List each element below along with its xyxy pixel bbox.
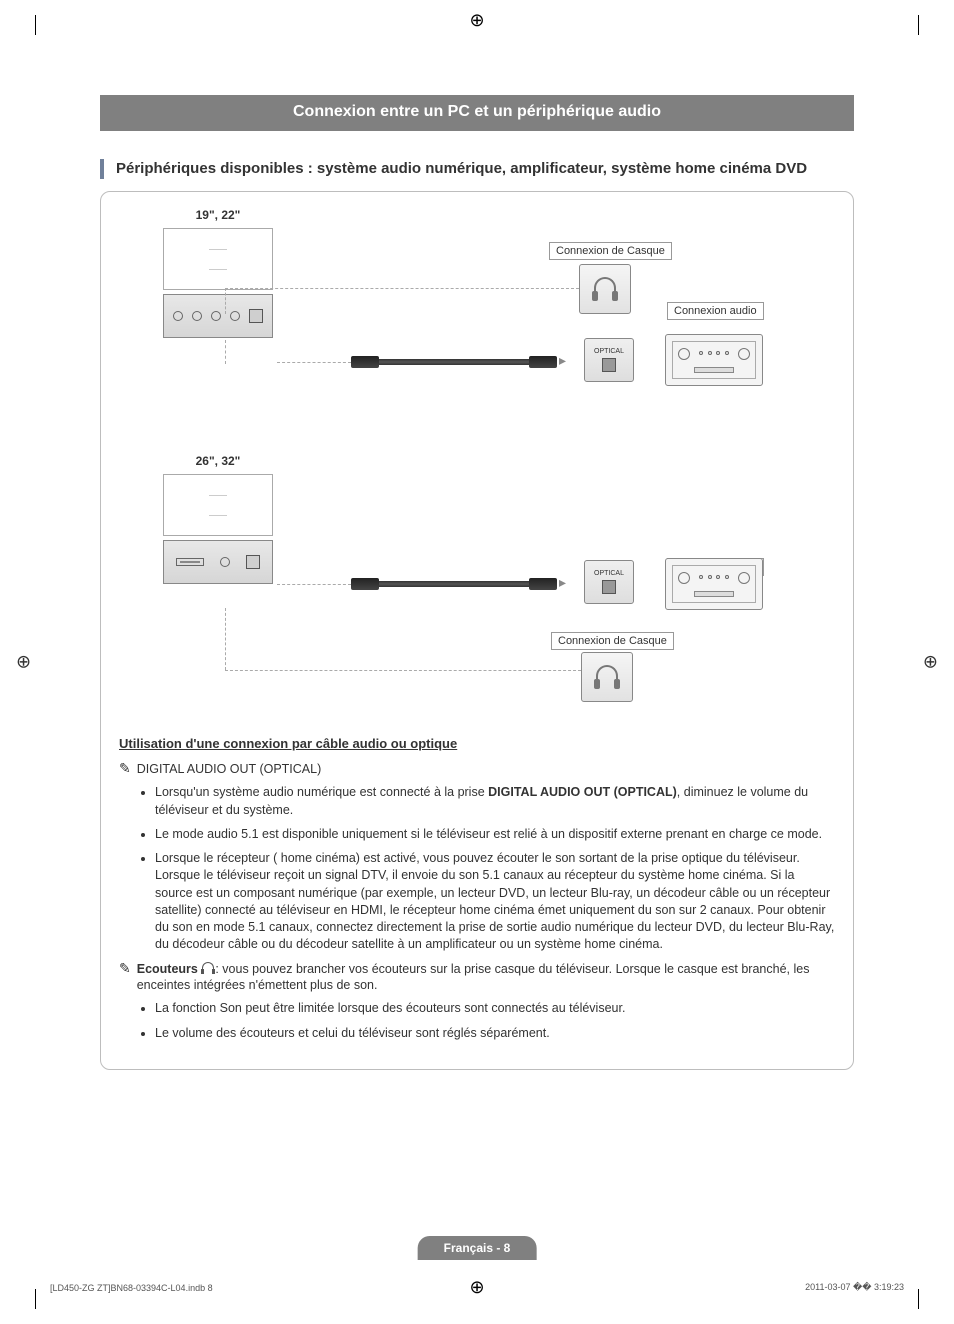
- headphones-inline-icon: [201, 962, 215, 974]
- registration-mark-top: ⊕: [469, 10, 484, 31]
- bullet-a-0: Lorsqu'un système audio numérique est co…: [155, 784, 835, 819]
- registration-mark-right: ⊕: [923, 652, 938, 673]
- bullet-a-2: Lorsque le récepteur ( home cinéma) est …: [155, 850, 835, 954]
- tv1-screen: [163, 228, 273, 290]
- headphone-box-1: [579, 264, 631, 314]
- amplifier-box-2: [665, 558, 763, 610]
- ecouteurs-text: : vous pouvez brancher vos écouteurs sur…: [137, 962, 810, 993]
- note-icon: ✎: [119, 760, 131, 777]
- registration-mark-left: ⊕: [16, 652, 31, 673]
- sub-heading: Utilisation d'une connexion par câble au…: [119, 736, 835, 751]
- bullet-a-1: Le mode audio 5.1 est disponible uniquem…: [155, 826, 835, 843]
- bullet-b-0: La fonction Son peut être limitée lorsqu…: [155, 1000, 835, 1017]
- bullet-b-1: Le volume des écouteurs et celui du télé…: [155, 1025, 835, 1042]
- banner-title: Connexion entre un PC et un périphérique…: [100, 95, 854, 131]
- optical-box-1: OPTICAL: [584, 338, 634, 382]
- tv2-screen: [163, 474, 273, 536]
- tv2-port-panel: [163, 540, 273, 584]
- section-title: Périphériques disponibles : système audi…: [100, 159, 854, 179]
- content-box: 19", 22" Connexion de Casque Connexion a…: [100, 191, 854, 1070]
- connection-diagram: 19", 22" Connexion de Casque Connexion a…: [119, 208, 835, 718]
- tv-block-1: 19", 22": [163, 208, 273, 338]
- note-icon: ✎: [119, 960, 131, 994]
- bullets-a: Lorsqu'un système audio numérique est co…: [119, 784, 835, 953]
- note-ecouteurs: ✎ Ecouteurs : vous pouvez brancher vos é…: [119, 961, 835, 995]
- tv1-port-panel: [163, 294, 273, 338]
- headphone-label-2: Connexion de Casque: [551, 632, 674, 650]
- ecouteurs-label: Ecouteurs: [137, 962, 198, 976]
- doc-footer-right: 2011-03-07 �� 3:19:23: [805, 1282, 904, 1293]
- tv-block-2: 26", 32": [163, 454, 273, 584]
- headphones-icon: [594, 665, 620, 689]
- registration-mark-bottom: ⊕: [469, 1277, 484, 1298]
- headphones-icon: [592, 277, 618, 301]
- audio-label-1: Connexion audio: [667, 302, 764, 320]
- bullets-b: La fonction Son peut être limitée lorsqu…: [119, 1000, 835, 1042]
- page-footer: Français - 8: [418, 1236, 537, 1260]
- doc-footer-left: [LD450-ZG ZT]BN68-03394C-L04.indb 8: [50, 1283, 213, 1293]
- note-digital-audio: ✎ DIGITAL AUDIO OUT (OPTICAL): [119, 761, 835, 778]
- tv1-label: 19", 22": [163, 208, 273, 222]
- headphone-box-2: [581, 652, 633, 702]
- headphone-label-1: Connexion de Casque: [549, 242, 672, 260]
- tv2-label: 26", 32": [163, 454, 273, 468]
- optical-box-2: OPTICAL: [584, 560, 634, 604]
- digital-audio-out-label: DIGITAL AUDIO OUT (OPTICAL): [137, 761, 322, 778]
- page-content: Connexion entre un PC et un périphérique…: [100, 95, 854, 1260]
- amplifier-box-1: [665, 334, 763, 386]
